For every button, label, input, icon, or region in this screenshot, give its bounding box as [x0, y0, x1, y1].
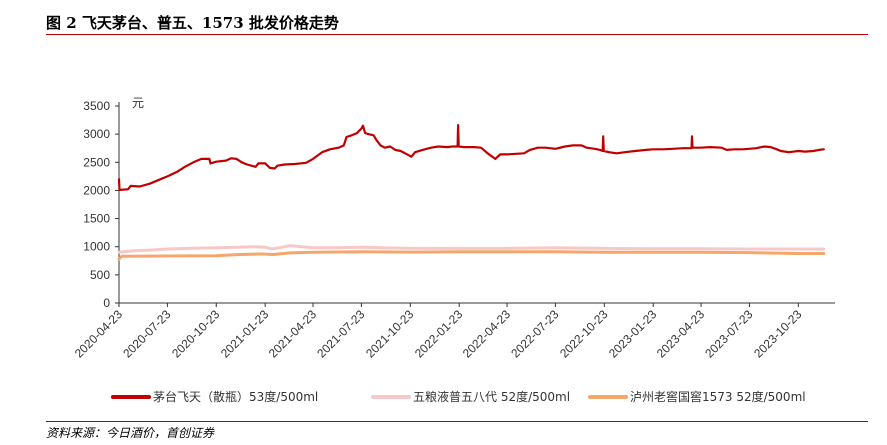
y-tick-label: 1000: [83, 240, 110, 254]
x-tick-label: 2020-07-23: [120, 307, 174, 361]
y-tick-label: 3000: [83, 127, 110, 141]
y-unit-label: 元: [132, 96, 144, 110]
x-tick-label: 2023-01-23: [606, 307, 660, 361]
series-line-3: [117, 250, 826, 261]
y-tick-label: 0: [103, 296, 110, 310]
series-line-2: [117, 244, 826, 254]
x-tick-label: 2023-10-23: [751, 307, 805, 361]
x-tick-label: 2020-10-23: [169, 307, 223, 361]
y-tick-label: 2000: [83, 183, 110, 197]
x-tick-label: 2022-10-23: [557, 307, 611, 361]
x-tick-label: 2022-01-23: [412, 307, 466, 361]
figure-title: 图 2 飞天茅台、普五、1573 批发价格走势: [46, 14, 339, 32]
source-divider: [46, 421, 868, 422]
series-line-1: [117, 123, 825, 191]
y-tick-label: 1500: [83, 212, 110, 226]
legend-label-2: 五粮液普五八代 52度/500ml: [413, 389, 570, 404]
x-tick-label: 2021-07-23: [314, 307, 368, 361]
x-tick-label: 2023-04-23: [654, 307, 708, 361]
y-tick-label: 500: [90, 268, 110, 282]
source-note: 资料来源：今日酒价，首创证券: [46, 426, 215, 440]
x-tick-label: 2023-07-23: [702, 307, 756, 361]
title-divider: [46, 34, 868, 35]
x-tick-label: 2021-10-23: [363, 307, 417, 361]
x-tick-label: 2020-04-23: [72, 307, 126, 361]
x-tick-label: 2021-04-23: [266, 307, 320, 361]
legend-label-3: 泸州老窖国窖1573 52度/500ml: [630, 389, 806, 404]
y-tick-label: 3500: [83, 99, 110, 113]
x-tick-label: 2022-04-23: [460, 307, 514, 361]
x-tick-label: 2022-07-23: [508, 307, 562, 361]
legend-label-1: 茅台飞天（散瓶）53度/500ml: [153, 389, 318, 404]
x-tick-label: 2021-01-23: [218, 307, 272, 361]
y-tick-label: 2500: [83, 155, 110, 169]
